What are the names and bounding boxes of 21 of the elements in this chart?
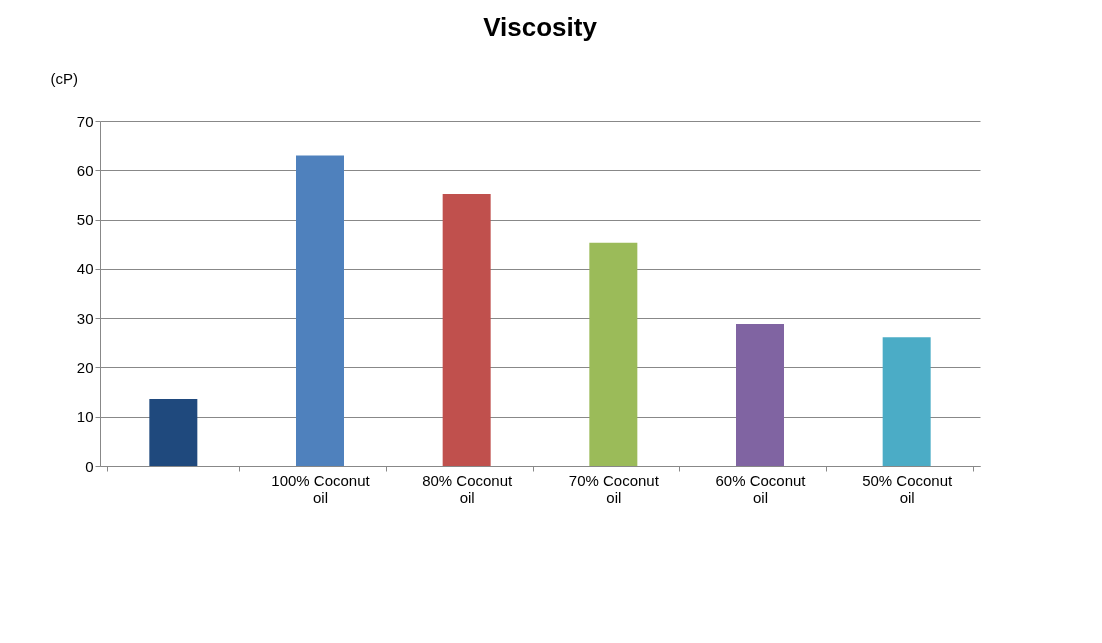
chart-title: Viscosity	[483, 12, 598, 42]
y-tick-label: 20	[76, 358, 94, 376]
x-tick-label: 80% Coconut oil	[422, 471, 514, 506]
bar	[589, 242, 638, 466]
y-tick-label: 50	[76, 211, 94, 229]
y-tick-label: 60	[76, 161, 94, 179]
bar	[882, 337, 931, 466]
y-tick-label: 40	[76, 260, 94, 278]
y-axis-title: (cP)	[50, 69, 78, 87]
x-tick-label: 100% Coconut oil	[271, 471, 371, 506]
y-tick-label: 30	[76, 309, 94, 327]
x-tick-label: 50% Coconut oil	[862, 471, 954, 506]
y-tick-label: 10	[76, 408, 94, 426]
x-tick-label: 60% Coconut oil	[715, 471, 807, 506]
x-tick-label: 70% Coconut oil	[568, 471, 660, 506]
bar	[442, 193, 491, 466]
bar	[149, 398, 198, 466]
y-tick-label: 70	[76, 112, 94, 130]
y-tick-label: 0	[85, 457, 94, 475]
bar	[736, 324, 784, 466]
bar	[296, 155, 344, 466]
